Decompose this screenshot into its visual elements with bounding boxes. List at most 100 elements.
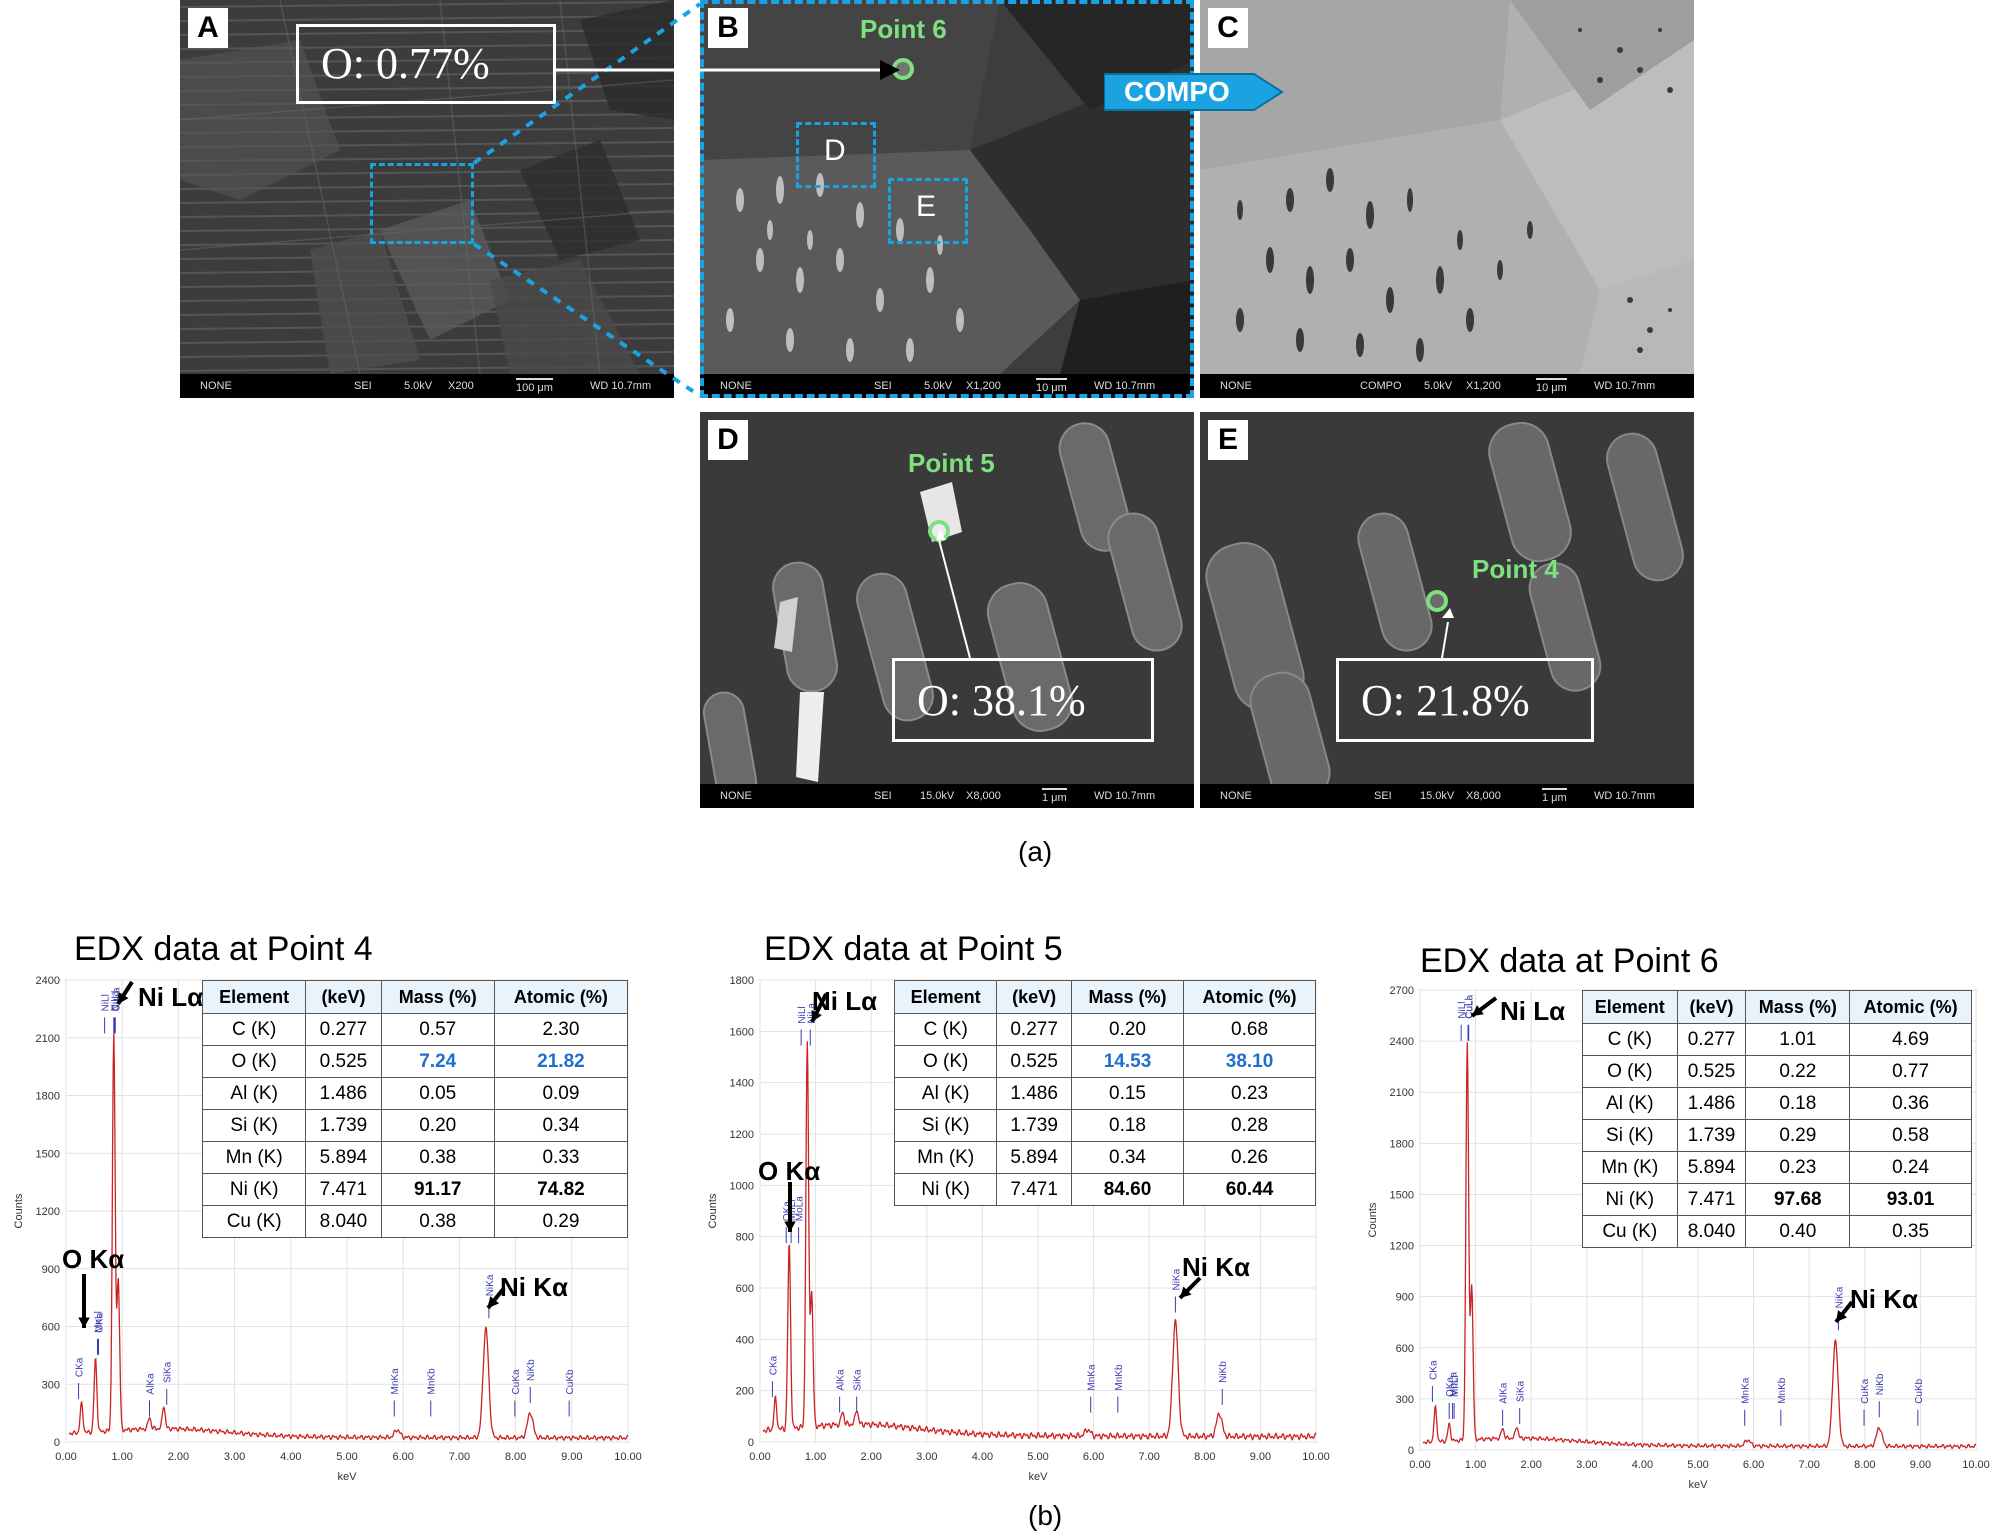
y-tick-label: 1000 — [730, 1180, 754, 1192]
y-tick-label: 1400 — [730, 1078, 754, 1090]
table-cell: 0.38 — [380, 1205, 495, 1238]
table-cell: 93.01 — [1849, 1183, 1972, 1216]
element-line-label: MnKa — [390, 1368, 401, 1395]
peak-label-ni-la-4: Ni Lα — [138, 982, 204, 1012]
element-line-label: NiKa — [1834, 1286, 1845, 1308]
table-cell: 0.24 — [1849, 1151, 1972, 1184]
element-line-label: NiKb — [1875, 1373, 1886, 1395]
table-cell: Ni (K) — [201, 1173, 307, 1206]
zoom-line-bottom — [472, 242, 702, 398]
y-tick-label: 2400 — [1390, 1036, 1414, 1048]
sem-panel-e: E Point 4 O: 21.8% NONE SEI 15.0kV X8,00… — [1200, 412, 1694, 808]
table-row: C (K) 0.277 0.57 2.30 — [201, 1013, 629, 1046]
x-tick-label: 10.00 — [1302, 1451, 1330, 1463]
table-cell: Al (K) — [201, 1077, 307, 1110]
info-working-distance: WD 10.7mm — [1594, 790, 1656, 802]
spectrum-line — [68, 1033, 629, 1442]
point-6-label: Point 6 — [860, 14, 947, 44]
y-tick-label: 1500 — [36, 1148, 60, 1160]
element-line-label: MnKa — [1087, 1364, 1098, 1391]
table-cell: 1.486 — [996, 1077, 1072, 1110]
table-header-3: Atomic (%) — [1183, 980, 1316, 1014]
peak-label-ni-ka-6: Ni Kα — [1850, 1284, 1918, 1314]
table-row: Mn (K) 5.894 0.23 0.24 — [1582, 1151, 1972, 1184]
peak-arrow-head — [784, 1221, 796, 1232]
table-cell: 84.60 — [1070, 1173, 1185, 1206]
peak-arrow-head — [1836, 1310, 1848, 1322]
table-cell: Al (K) — [1582, 1087, 1678, 1120]
table-cell: 7.471 — [305, 1173, 382, 1206]
element-line-label: AlKa — [146, 1373, 157, 1395]
edx-title-point-4: EDX data at Point 4 — [74, 930, 373, 968]
table-cell: 0.525 — [305, 1045, 382, 1078]
table-cell: 91.17 — [380, 1173, 495, 1206]
table-row: O (K) 0.525 0.22 0.77 — [1582, 1055, 1972, 1088]
table-cell: C (K) — [201, 1013, 307, 1046]
element-line-label: AlKa — [1499, 1382, 1510, 1404]
table-cell: 74.82 — [493, 1173, 629, 1206]
table-cell: 21.82 — [493, 1045, 629, 1078]
table-cell: Ni (K) — [1582, 1183, 1678, 1216]
sem-texture-d — [700, 412, 1194, 808]
edx-table-point-5: Element (keV) Mass (%) Atomic (%) C (K) 0.277… — [893, 980, 1316, 1206]
compo-arrow-shape — [1104, 73, 1284, 111]
arrow-a-to-point6-head — [880, 60, 900, 80]
point-4-pointer — [1441, 608, 1454, 659]
info-scale: 100 μm — [516, 378, 553, 396]
y-tick-label: 600 — [736, 1283, 754, 1295]
table-cell: 1.739 — [305, 1109, 382, 1142]
y-tick-label: 1200 — [730, 1129, 754, 1141]
info-working-distance: WD 10.7mm — [1094, 380, 1156, 392]
y-tick-label: 2100 — [36, 1033, 60, 1045]
table-cell: 1.486 — [1676, 1087, 1747, 1120]
sem-info-bar-d: NONE SEI 15.0kV X8,000 1 μm WD 10.7mm — [700, 784, 1194, 808]
info-magnification: X8,000 — [966, 790, 1001, 802]
table-cell: 5.894 — [996, 1141, 1072, 1174]
element-line-label: MnKb — [427, 1368, 438, 1395]
table-cell: 0.20 — [1070, 1013, 1185, 1046]
panel-label-a: A — [188, 8, 228, 48]
table-cell: 1.01 — [1745, 1023, 1851, 1056]
point-4-marker — [1426, 590, 1448, 612]
compo-arrow-label: COMPO — [1124, 76, 1230, 107]
table-row: C (K) 0.277 1.01 4.69 — [1582, 1023, 1972, 1056]
element-line-label: CuKb — [1914, 1378, 1925, 1403]
x-tick-label: 5.00 — [1027, 1451, 1048, 1463]
info-detector: NONE — [200, 380, 232, 392]
point-4-label: Point 4 — [1472, 554, 1559, 584]
table-cell: 0.23 — [1183, 1077, 1316, 1110]
info-magnification: X1,200 — [1466, 380, 1501, 392]
element-line-label: CuLl — [1464, 998, 1475, 1019]
table-cell: Si (K) — [1582, 1119, 1678, 1152]
x-tick-label: 0.00 — [55, 1451, 76, 1463]
table-cell: 1.739 — [996, 1109, 1072, 1142]
info-voltage: 5.0kV — [924, 380, 953, 392]
x-tick-label: 5.00 — [336, 1451, 357, 1463]
x-tick-label: 1.00 — [805, 1451, 826, 1463]
y-axis-label: Counts — [1367, 1202, 1379, 1237]
y-axis-label: Counts — [707, 1193, 719, 1228]
info-mode: SEI — [354, 380, 372, 392]
table-row: Si (K) 1.739 0.29 0.58 — [1582, 1119, 1972, 1152]
table-cell: 0.38 — [380, 1141, 495, 1174]
info-voltage: 15.0kV — [1420, 790, 1455, 802]
info-detector: NONE — [1220, 790, 1252, 802]
peak-arrow-head — [1472, 1005, 1484, 1016]
region-e-label: E — [916, 190, 937, 223]
table-cell: 0.33 — [493, 1141, 629, 1174]
y-tick-label: 1200 — [1390, 1241, 1414, 1253]
peak-label-ni-la-6: Ni Lα — [1500, 996, 1566, 1026]
x-tick-label: 7.00 — [1138, 1451, 1159, 1463]
y-tick-label: 1500 — [1390, 1189, 1414, 1201]
x-axis-label: keV — [338, 1471, 358, 1483]
x-tick-label: 4.00 — [972, 1451, 993, 1463]
sem-texture-a — [180, 0, 674, 398]
table-row: Cu (K) 8.040 0.38 0.29 — [201, 1205, 629, 1238]
edx-table-point-6: Element (keV) Mass (%) Atomic (%) C (K) 0.277… — [1582, 990, 1972, 1248]
info-mode: SEI — [874, 790, 892, 802]
element-line-label: OKa — [1445, 1377, 1456, 1397]
x-tick-label: 4.00 — [280, 1451, 301, 1463]
x-tick-label: 1.00 — [111, 1451, 132, 1463]
x-tick-label: 8.00 — [1854, 1459, 1875, 1471]
table-cell: 14.53 — [1070, 1045, 1185, 1078]
